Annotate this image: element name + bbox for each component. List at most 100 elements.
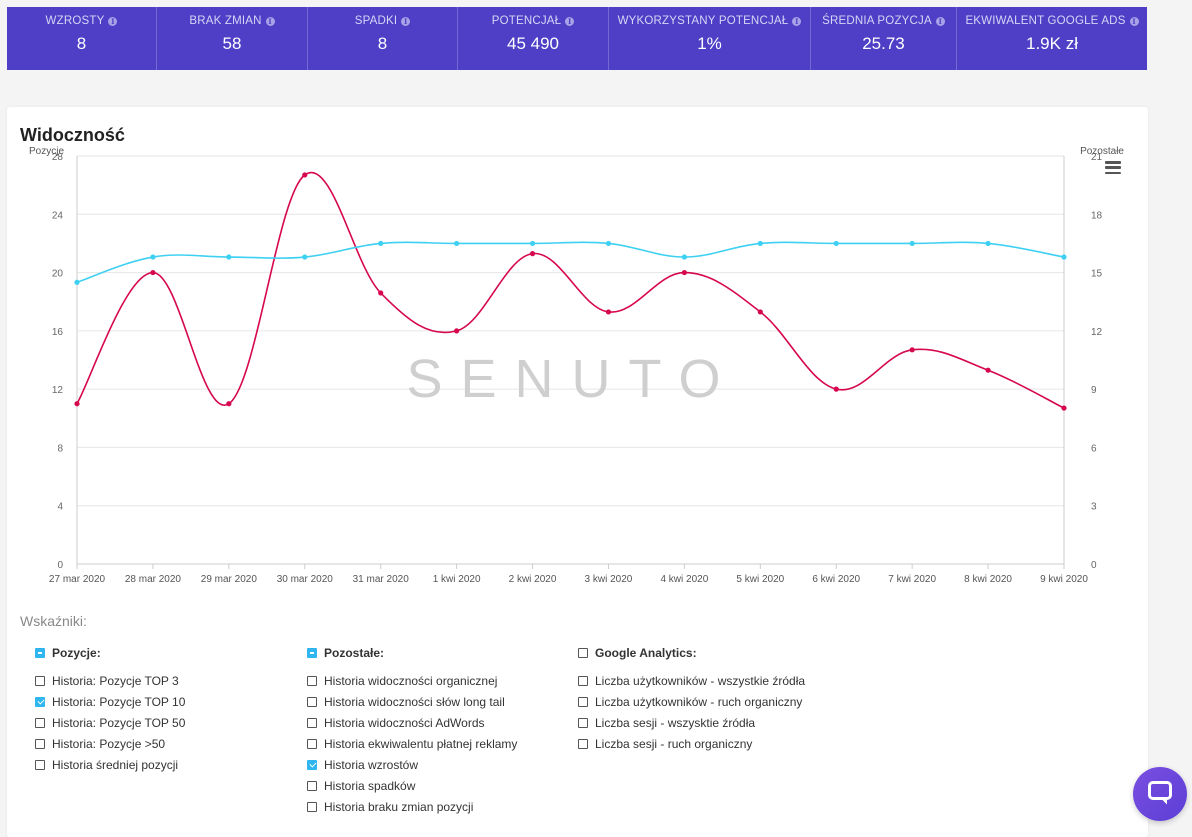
series-point [74, 401, 80, 407]
stat-srednia-pozycja: ŚREDNIA POZYCJA i 25.73 [811, 7, 957, 70]
x-tick-label: 1 kwi 2020 [433, 574, 481, 585]
y-tick-label-left: 4 [57, 502, 63, 513]
stat-label: BRAK ZMIAN [189, 15, 262, 27]
checkbox[interactable] [35, 717, 45, 728]
checkbox-checked[interactable] [307, 759, 317, 770]
checkbox[interactable] [578, 675, 588, 686]
indicator-item[interactable]: Historia: Pozycje TOP 10 [35, 691, 185, 712]
y-tick-label-left: 12 [52, 385, 64, 396]
series-point [985, 240, 991, 247]
x-tick-label: 4 kwi 2020 [660, 574, 708, 585]
checkbox[interactable] [578, 738, 588, 749]
indicator-item[interactable]: Historia wzrostów [307, 754, 517, 775]
indicators-title: Wskaźniki: [20, 613, 87, 629]
series-point [226, 401, 232, 407]
x-tick-label: 8 kwi 2020 [964, 574, 1012, 585]
series-point [681, 269, 687, 276]
series-point [833, 240, 839, 247]
checkbox[interactable] [35, 675, 45, 686]
x-tick-label: 27 mar 2020 [49, 574, 106, 585]
checkbox-checked[interactable] [35, 696, 45, 707]
checkbox[interactable] [578, 647, 588, 658]
y-tick-label-right: 9 [1091, 385, 1097, 396]
checkbox[interactable] [578, 696, 588, 707]
indicator-item[interactable]: Historia braku zmian pozycji [307, 796, 517, 817]
indicator-item[interactable]: Historia średniej pozycji [35, 754, 185, 775]
y-tick-label-right: 18 [1091, 210, 1103, 221]
indicator-group-header[interactable]: Pozycje: [35, 642, 185, 663]
stat-value: 58 [222, 34, 242, 53]
y-tick-label-left: 0 [57, 560, 63, 571]
series-point [985, 367, 991, 373]
x-tick-label: 30 mar 2020 [277, 574, 334, 585]
checkbox[interactable] [578, 717, 588, 728]
x-tick-label: 6 kwi 2020 [812, 574, 860, 585]
stat-value: 25.73 [862, 34, 905, 53]
checkbox[interactable] [307, 717, 317, 728]
y-tick-label-left: 20 [52, 269, 64, 280]
chat-button[interactable] [1133, 767, 1187, 821]
indicator-group-pozycje: Pozycje: Historia: Pozycje TOP 3 Histori… [35, 642, 185, 775]
info-icon[interactable]: i [565, 16, 575, 26]
hamburger-menu-icon[interactable] [1105, 161, 1121, 174]
stat-wykorzystany-potencjal: WYKORZYSTANY POTENCJAŁ i 1% [609, 7, 811, 70]
stat-label: ŚREDNIA POZYCJA [822, 15, 932, 27]
y-tick-label-right: 3 [1091, 502, 1097, 513]
chat-bubble-icon [1148, 781, 1172, 805]
x-tick-label: 7 kwi 2020 [888, 574, 936, 585]
checkbox[interactable] [307, 801, 317, 812]
indicator-item[interactable]: Historia: Pozycje TOP 3 [35, 670, 185, 691]
series-point [1061, 254, 1067, 260]
stat-label: SPADKI [354, 15, 398, 27]
stat-label: EKWIWALENT GOOGLE ADS [965, 15, 1126, 27]
info-icon[interactable]: i [108, 16, 118, 26]
stat-spadki: SPADKI i 8 [308, 7, 458, 70]
series-point [454, 240, 460, 247]
indicator-group-header[interactable]: Google Analytics: [578, 642, 805, 663]
indicator-group-header[interactable]: Pozostałe: [307, 642, 517, 663]
indicator-item[interactable]: Historia ekwiwalentu płatnej reklamy [307, 733, 517, 754]
indicator-item[interactable]: Historia widoczności organicznej [307, 670, 517, 691]
info-icon[interactable]: i [401, 16, 411, 26]
y-axis-title-right: Pozostałe [1080, 146, 1124, 157]
info-icon[interactable]: i [1129, 16, 1139, 26]
indicator-item[interactable]: Historia widoczności AdWords [307, 712, 517, 733]
indicator-item[interactable]: Liczba użytkowników - ruch organiczny [578, 691, 805, 712]
stat-value: 1% [697, 34, 722, 53]
stat-value: 1.9K zł [1026, 34, 1078, 53]
series-line [76, 241, 1065, 284]
info-icon[interactable]: i [792, 16, 802, 26]
indicator-item[interactable]: Historia: Pozycje >50 [35, 733, 185, 754]
indicator-group-pozostale: Pozostałe: Historia widoczności organicz… [307, 642, 517, 817]
indicator-item[interactable]: Liczba użytkowników - wszystkie źródła [578, 670, 805, 691]
x-tick-label: 2 kwi 2020 [509, 574, 557, 585]
indicator-item[interactable]: Historia widoczności słów long tail [307, 691, 517, 712]
indicator-item[interactable]: Historia spadków [307, 775, 517, 796]
checkbox[interactable] [307, 780, 317, 791]
info-icon[interactable]: i [265, 16, 275, 26]
y-tick-label-left: 28 [52, 152, 64, 163]
stats-bar: WZROSTY i 8 BRAK ZMIAN i 58 SPADKI i 8 POTE… [7, 7, 1147, 70]
series-point [833, 386, 839, 392]
checkbox[interactable] [307, 696, 317, 707]
indicator-item[interactable]: Liczba sesji - ruch organiczny [578, 733, 805, 754]
indicator-item[interactable]: Liczba sesji - wszysktie źródła [578, 712, 805, 733]
series-point [605, 240, 612, 247]
x-tick-label: 31 mar 2020 [353, 574, 410, 585]
series-point [605, 309, 612, 315]
checkbox[interactable] [35, 738, 45, 749]
watermark: SENUTO [406, 349, 738, 409]
checkbox[interactable] [307, 675, 317, 686]
checkbox-partial[interactable] [307, 647, 317, 658]
y-tick-label-right: 6 [1091, 443, 1097, 454]
series-point [454, 328, 460, 334]
checkbox[interactable] [307, 738, 317, 749]
checkbox[interactable] [35, 759, 45, 770]
checkbox-partial[interactable] [35, 647, 45, 658]
stat-label: WZROSTY [45, 15, 105, 27]
indicator-item[interactable]: Historia: Pozycje TOP 50 [35, 712, 185, 733]
series-point [302, 172, 308, 178]
info-icon[interactable]: i [935, 16, 945, 26]
indicator-group-google-analytics: Google Analytics: Liczba użytkowników - … [578, 642, 805, 754]
stat-potencjal: POTENCJAŁ i 45 490 [458, 7, 609, 70]
